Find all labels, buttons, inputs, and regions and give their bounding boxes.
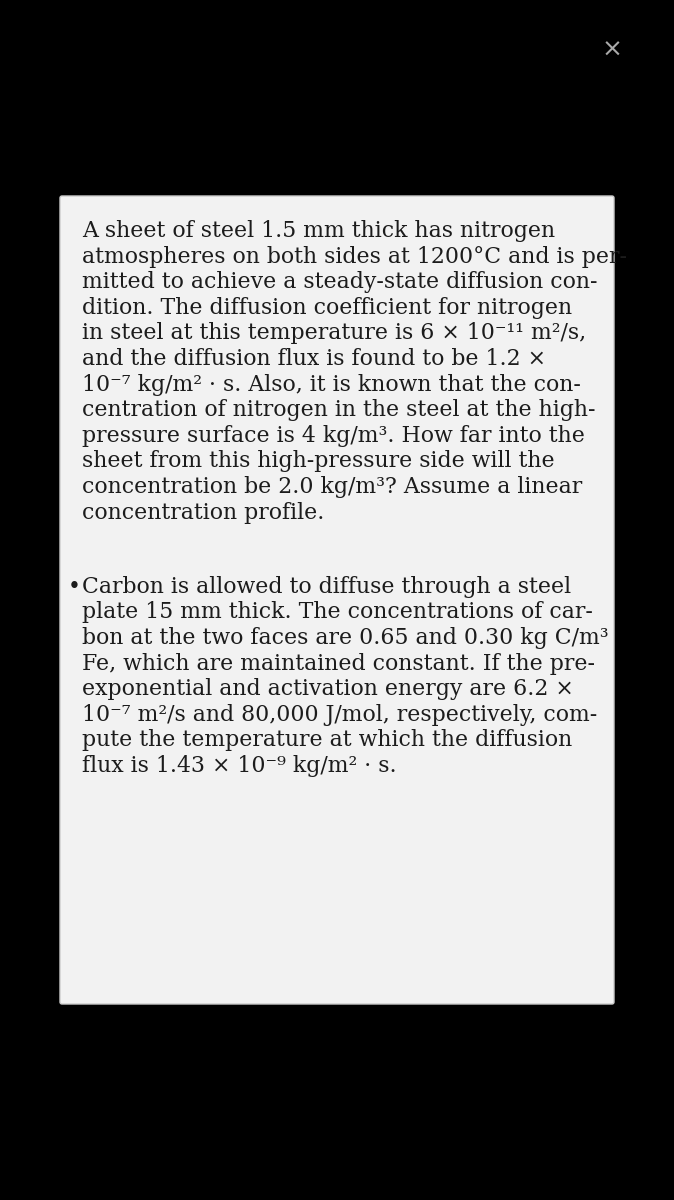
Text: ×: ×: [601, 38, 623, 62]
FancyBboxPatch shape: [60, 196, 614, 1004]
Text: centration of nitrogen in the steel at the high-: centration of nitrogen in the steel at t…: [82, 400, 596, 421]
Text: dition. The diffusion coefficient for nitrogen: dition. The diffusion coefficient for ni…: [82, 296, 572, 319]
Text: A sheet of steel 1.5 mm thick has nitrogen: A sheet of steel 1.5 mm thick has nitrog…: [82, 220, 555, 242]
Text: in steel at this temperature is 6 × 10⁻¹¹ m²/s,: in steel at this temperature is 6 × 10⁻¹…: [82, 323, 586, 344]
Text: concentration profile.: concentration profile.: [82, 502, 324, 523]
Text: Fe, which are maintained constant. If the pre-: Fe, which are maintained constant. If th…: [82, 653, 595, 674]
Text: Carbon is allowed to diffuse through a steel: Carbon is allowed to diffuse through a s…: [82, 576, 571, 598]
Text: plate 15 mm thick. The concentrations of car-: plate 15 mm thick. The concentrations of…: [82, 601, 593, 623]
Text: atmospheres on both sides at 1200°C and is per-: atmospheres on both sides at 1200°C and …: [82, 246, 627, 268]
Text: and the diffusion flux is found to be 1.2 ×: and the diffusion flux is found to be 1.…: [82, 348, 546, 370]
Text: flux is 1.43 × 10⁻⁹ kg/m² · s.: flux is 1.43 × 10⁻⁹ kg/m² · s.: [82, 755, 396, 776]
Text: 10⁻⁷ m²/s and 80,000 J/mol, respectively, com-: 10⁻⁷ m²/s and 80,000 J/mol, respectively…: [82, 703, 597, 726]
Text: mitted to achieve a steady-state diffusion con-: mitted to achieve a steady-state diffusi…: [82, 271, 597, 293]
Text: exponential and activation energy are 6.2 ×: exponential and activation energy are 6.…: [82, 678, 574, 700]
Text: •: •: [68, 576, 81, 598]
Text: concentration be 2.0 kg/m³? Assume a linear: concentration be 2.0 kg/m³? Assume a lin…: [82, 476, 582, 498]
Text: 10⁻⁷ kg/m² · s. Also, it is known that the con-: 10⁻⁷ kg/m² · s. Also, it is known that t…: [82, 373, 581, 396]
Text: pressure surface is 4 kg/m³. How far into the: pressure surface is 4 kg/m³. How far int…: [82, 425, 585, 446]
Text: bon at the two faces are 0.65 and 0.30 kg C/m³: bon at the two faces are 0.65 and 0.30 k…: [82, 626, 609, 649]
Text: sheet from this high-pressure side will the: sheet from this high-pressure side will …: [82, 450, 555, 473]
Text: pute the temperature at which the diffusion: pute the temperature at which the diffus…: [82, 730, 572, 751]
